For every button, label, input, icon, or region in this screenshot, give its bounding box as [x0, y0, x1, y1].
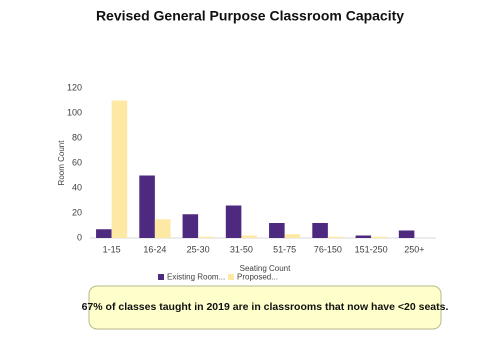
bar	[284, 234, 301, 238]
chart-title: Revised General Purpose Classroom Capaci…	[96, 8, 404, 24]
bar	[198, 236, 214, 238]
bar	[312, 223, 328, 238]
bar	[96, 229, 112, 238]
annotation-box	[88, 285, 442, 330]
bar	[327, 236, 344, 238]
x-axis-title: Seating Count	[240, 264, 291, 273]
x-tick-label: 76-150	[314, 244, 342, 254]
y-tick-label: 60	[72, 157, 82, 167]
y-tick-label: 0	[77, 232, 82, 242]
bar	[269, 223, 285, 238]
legend-swatch	[228, 274, 234, 280]
bar	[139, 175, 155, 238]
x-tick-label: 51-75	[273, 244, 296, 254]
y-tick-label: 120	[67, 82, 82, 92]
bar	[225, 205, 242, 238]
x-tick-label: 250+	[404, 244, 424, 254]
legend-swatch	[158, 274, 164, 280]
y-tick-label: 80	[72, 132, 82, 142]
bar	[398, 230, 415, 238]
bar	[182, 214, 199, 238]
bar	[355, 235, 372, 238]
annotation: 67% of classes taught in 2019 are in cla…	[82, 301, 449, 313]
x-tick-label: 31-50	[230, 244, 253, 254]
x-tick-label: 25-30	[187, 244, 210, 254]
legend-label: Existing Room...	[167, 273, 225, 282]
bar	[371, 236, 387, 238]
y-axis-title: Room Count	[57, 140, 66, 186]
x-tick-label: 151-250	[355, 244, 388, 254]
x-tick-label: 16-24	[143, 244, 166, 254]
x-tick-label: 1-15	[103, 244, 121, 254]
y-tick-label: 20	[72, 207, 82, 217]
bar	[241, 235, 257, 238]
y-tick-label: 40	[72, 182, 82, 192]
bar	[111, 100, 128, 238]
y-tick-label: 100	[67, 107, 82, 117]
bar	[154, 219, 171, 238]
legend-label: Proposed...	[237, 273, 278, 282]
